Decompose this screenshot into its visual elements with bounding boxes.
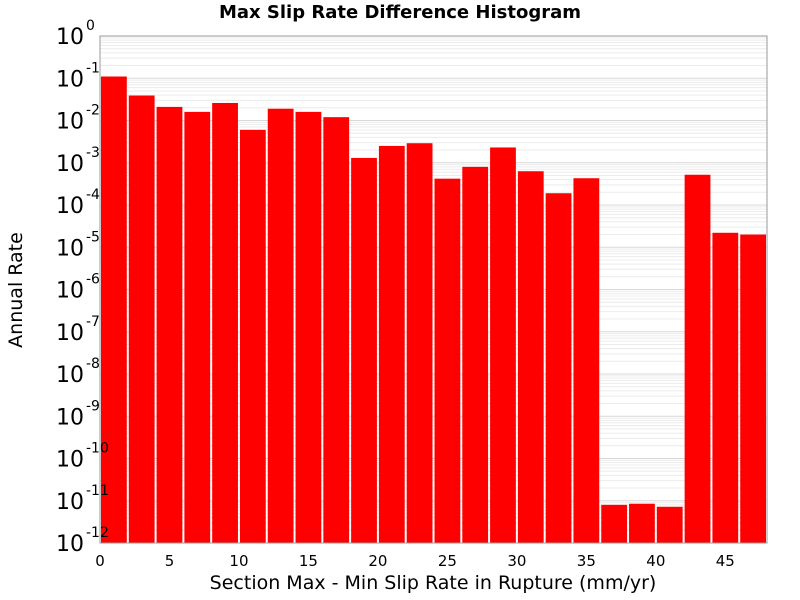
histogram-bar [128,95,155,543]
y-tick-exponent: -10 [86,441,109,457]
y-tick-exponent: -7 [86,314,100,330]
x-axis-title: Section Max - Min Slip Rate in Rupture (… [209,572,657,594]
y-tick-base: 10 [56,448,84,473]
y-tick-exponent: 0 [86,18,95,34]
histogram-bar [490,147,516,544]
x-tick-label: 35 [577,552,596,570]
y-tick-exponent: -12 [86,525,109,541]
y-axis-ticks: 10 010 -110 -210 -310 -410 -510 -610 -710 -810 -91… [56,18,109,557]
y-tick-base: 10 [56,67,84,92]
y-tick-label: 10 -3 [56,145,100,177]
histogram-bar [351,157,377,543]
histogram-bar [406,143,433,543]
y-tick-exponent: -8 [86,356,100,372]
y-tick-label: 10 -12 [56,525,109,557]
x-tick-label: 45 [716,552,735,570]
y-tick-base: 10 [56,110,84,135]
y-tick-exponent: -11 [86,483,109,499]
y-tick-exponent: -1 [86,60,100,76]
y-tick-label: 10 -8 [56,356,100,388]
histogram-bar [517,171,544,544]
y-tick-base: 10 [56,25,84,50]
y-tick-label: 10 -9 [56,398,100,430]
x-tick-label: 15 [299,552,318,570]
y-tick-label: 10 -4 [56,187,100,219]
y-tick-label: 10 -2 [56,103,100,135]
y-tick-exponent: -9 [86,398,100,414]
y-tick-base: 10 [56,405,84,430]
x-tick-label: 5 [165,552,175,570]
y-tick-label: 10 -1 [56,60,100,92]
grid-lines [100,37,767,544]
y-tick-label: 10 -7 [56,314,100,346]
histogram-bar [545,193,572,543]
y-tick-exponent: -3 [86,145,100,161]
histogram-bar [156,106,183,544]
histogram-bar [239,129,266,543]
x-tick-label: 20 [368,552,387,570]
x-tick-label: 0 [95,552,105,570]
histogram-bar [629,503,655,543]
histogram-bar [684,174,711,544]
y-tick-base: 10 [56,194,84,219]
x-tick-label: 30 [507,552,526,570]
x-axis-ticks: 0 5 10 15 20 25 30 35 40 45 [95,552,735,570]
chart-title: Max Slip Rate Difference Histogram [218,2,581,23]
x-tick-label: 10 [229,552,248,570]
y-tick-base: 10 [56,490,84,515]
y-tick-label: 10 0 [56,18,95,50]
histogram-bar [184,111,211,544]
histogram-bar [267,108,294,544]
histogram-bar [212,102,238,543]
y-tick-base: 10 [56,236,84,261]
histogram-bar [712,232,739,543]
y-tick-base: 10 [56,363,84,388]
y-tick-label: 10 -6 [56,272,100,304]
y-tick-base: 10 [56,321,84,346]
histogram-bar [295,111,322,544]
y-tick-base: 10 [56,279,84,304]
y-tick-label: 10 -10 [56,441,109,473]
x-tick-label: 40 [646,552,665,570]
histogram-bar [656,506,683,543]
y-tick-label: 10 -11 [56,483,109,515]
histogram-bar [573,178,600,543]
x-tick-label: 25 [438,552,457,570]
y-tick-exponent: -5 [86,229,100,245]
plot-frame [99,35,768,544]
histogram-bar [462,166,489,543]
histogram-bar [101,76,127,543]
histogram-bar [378,145,405,544]
y-tick-exponent: -4 [86,187,100,203]
histogram-bar [601,504,628,543]
y-tick-exponent: -2 [86,103,100,119]
y-tick-label: 10 -5 [56,229,100,261]
y-tick-base: 10 [56,152,84,177]
histogram-bar [323,117,350,543]
y-tick-base: 10 [56,532,84,557]
bar-series [101,76,766,544]
histogram-bar [434,178,461,543]
y-tick-exponent: -6 [86,272,100,288]
histogram-bar [740,234,766,543]
